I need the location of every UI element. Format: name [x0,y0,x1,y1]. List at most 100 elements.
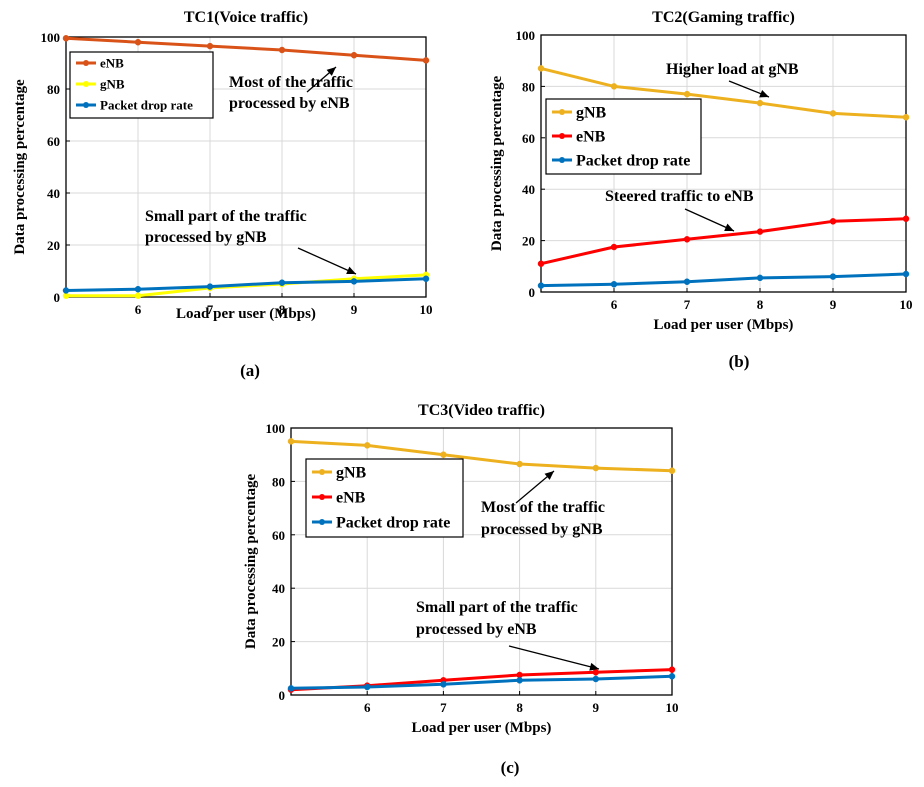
legend-swatch-marker [319,494,325,500]
data-point [592,669,600,676]
y-tick-label: 100 [516,28,536,43]
data-point [422,275,430,283]
x-tick-label: 9 [351,302,358,317]
panel-label: (c) [501,758,520,777]
data-point [287,438,295,445]
axes-frame [65,36,427,298]
y-axis-label: Data processing percentage [489,76,505,252]
panel-label: (a) [240,361,260,380]
annotation-text: Steered traffic to eNB [605,188,754,205]
data-point [902,113,910,121]
legend-swatch-marker [559,133,565,139]
axes-frame [540,34,907,293]
data-point [440,681,447,688]
annotation-arrow [508,645,600,670]
arrow-head-icon [346,266,356,274]
x-tick-label: 8 [757,297,764,312]
data-point [350,51,358,59]
annotation-text: processed by gNB [481,521,603,538]
y-tick-label: 40 [522,182,535,197]
y-tick-label: 0 [529,285,536,300]
data-point [287,685,295,692]
data-point [134,292,142,299]
legend: gNB eNB Packet drop rate [545,98,702,175]
legend-swatch-marker [83,102,89,108]
data-point [516,460,523,468]
legend-swatch-marker [83,60,89,66]
data-point [668,467,676,474]
data-point [134,38,142,46]
data-point [683,236,691,243]
data-point [829,218,837,225]
x-tick-label: 6 [364,700,371,715]
chart-title: TC1(Voice traffic) [184,9,308,26]
y-tick-label: 60 [522,131,535,146]
data-point [902,270,910,278]
data-point [440,451,447,458]
annotation-2: Steered traffic to eNB [605,188,754,232]
data-point [278,46,286,54]
data-point [62,35,70,42]
y-tick-label: 0 [54,290,61,305]
series-line-1 [64,36,428,62]
annotation-text: processed by eNB [229,95,350,112]
data-point [206,42,214,50]
data-point [683,90,691,98]
x-tick-label: 9 [830,297,837,312]
annotation-text: Small part of the traffic [145,208,307,225]
data-point [62,287,70,294]
arrow-head-icon [544,471,554,480]
x-tick-label: 8 [279,302,286,317]
legend-label: eNB [336,490,366,507]
data-point [610,83,618,90]
arrow-head-icon [759,89,769,98]
legend-label: Packet drop rate [576,153,690,170]
x-tick-label: 8 [516,700,523,715]
series-line-2 [539,217,908,266]
series-line-3 [539,272,908,288]
data-point [537,282,545,289]
data-point [829,273,837,280]
data-point [668,666,676,673]
series-line-3 [64,277,428,292]
annotation-text: processed by gNB [145,229,267,246]
data-point [134,285,142,293]
legend-swatch-marker [83,81,89,87]
chart-title: TC3(Video traffic) [418,402,545,419]
y-tick-label: 20 [272,635,285,650]
annotation-text: Small part of the traffic [416,599,578,616]
data-point [610,281,618,288]
y-axis-label: Data processing percentage [12,79,28,255]
legend-label: Packet drop rate [336,515,450,532]
data-point [829,110,837,117]
legend-label: gNB [336,465,367,482]
legend: eNB gNB Packet drop rate [69,51,214,119]
data-point [756,99,764,107]
data-point [902,215,910,223]
data-point [516,677,523,684]
data-point [422,57,430,64]
legend-label: gNB [100,77,125,92]
legend: gNB eNB Packet drop rate [305,458,464,538]
annotation-1: Most of the traffic processed by eNB [229,66,353,112]
annotation-1: Higher load at gNB [666,61,799,98]
x-tick-label: 7 [440,700,447,715]
data-point [206,283,214,290]
data-point [278,279,286,286]
legend-label: Packet drop rate [100,98,193,113]
y-tick-label: 40 [272,581,285,596]
y-tick-label: 80 [522,79,535,94]
data-point [537,65,545,72]
data-point [350,278,358,285]
y-tick-label: 80 [272,474,285,489]
x-axis-label: Load per user (Mbps) [176,306,316,322]
panel-label: (b) [729,352,750,371]
legend-label: gNB [576,105,607,122]
y-tick-label: 100 [41,30,61,45]
annotation-2: Small part of the traffic processed by gN… [145,208,357,275]
x-tick-label: 9 [593,700,600,715]
y-tick-label: 100 [266,421,286,436]
